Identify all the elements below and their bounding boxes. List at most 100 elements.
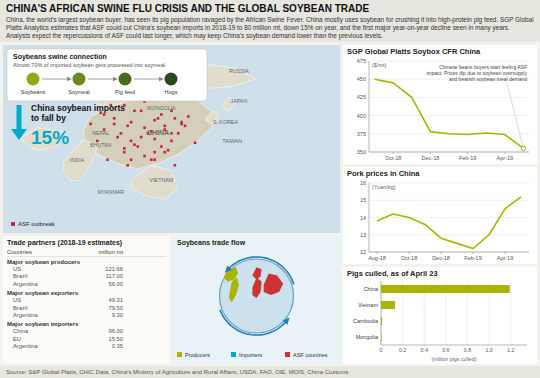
box-title: Soybeans swine connection xyxy=(13,53,107,61)
stage-arrow-head xyxy=(159,77,164,82)
grid-line xyxy=(369,200,529,201)
row-label: Brazil xyxy=(13,305,28,311)
stage-label: Hogs xyxy=(165,89,178,95)
x-tick-label: Dec-18 xyxy=(432,255,450,261)
subtitle: China, the world's largest soybean buyer… xyxy=(6,16,534,39)
box-subtitle: Almost 70% of imported soybean gets proc… xyxy=(13,62,165,68)
stage-arrow-head xyxy=(67,77,72,82)
annotation: Chinese beans buyers start feeling ASFim… xyxy=(426,64,527,82)
asf-outbreak xyxy=(123,151,126,154)
map-label: INDIA xyxy=(70,157,85,163)
map-label: CHINA xyxy=(147,129,169,136)
category-label: China xyxy=(364,286,379,292)
y-axis xyxy=(369,61,370,152)
source: Source: S&P Global Platts, CHIC Data, Ch… xyxy=(0,366,540,378)
text-line: China soybean imports xyxy=(31,103,125,113)
asf-outbreak xyxy=(89,123,92,126)
category-label: Cambodia xyxy=(353,318,379,324)
stage-label: Soymeal xyxy=(68,89,89,95)
annotation-leader xyxy=(507,83,523,148)
row-label: Brazil xyxy=(13,273,28,279)
y-tick-label: 375 xyxy=(357,131,366,137)
row-value: 121.66 xyxy=(105,266,123,272)
table-rule xyxy=(7,256,166,257)
stage-arrow xyxy=(134,79,161,80)
stage-icon xyxy=(73,73,86,86)
x-tick xyxy=(393,152,394,154)
x-tick-label: Apr-19 xyxy=(497,155,514,161)
text-line: to fall by xyxy=(31,113,66,123)
table-title: Trade partners (2018-19 estimates) xyxy=(7,239,122,247)
x-tick xyxy=(473,252,474,254)
y-tick-label: 12 xyxy=(360,249,366,255)
map-label: TAIWAN xyxy=(222,138,242,144)
y-tick-label: 15 xyxy=(360,197,366,203)
asf-outbreak xyxy=(170,132,173,135)
asf-outbreak xyxy=(163,151,166,154)
x-tick-label: Feb-19 xyxy=(464,255,481,261)
bar xyxy=(381,317,382,325)
panel-background xyxy=(173,236,340,364)
x-tick xyxy=(505,252,506,254)
row-value: 96.00 xyxy=(108,328,123,334)
flow-arrow-head xyxy=(283,317,290,324)
section-header: Major soybean exporters xyxy=(7,290,79,296)
asf-outbreak xyxy=(157,117,160,120)
plot-area xyxy=(381,285,510,341)
grid-line xyxy=(510,281,511,345)
map-label: NEPAL xyxy=(92,130,109,136)
y-tick-label: 475 xyxy=(357,58,366,64)
row-value: 15.50 xyxy=(108,336,123,342)
asf-outbreak xyxy=(113,117,116,120)
map-label: BHUTAN xyxy=(90,142,112,148)
panel-background xyxy=(343,267,537,364)
globe xyxy=(220,259,294,333)
x-tick xyxy=(441,252,442,254)
continent xyxy=(252,278,261,299)
y-tick-label: 13 xyxy=(360,232,366,238)
legend-label: Importers xyxy=(239,352,262,358)
panel-background xyxy=(343,167,537,264)
bar xyxy=(381,285,510,293)
y-tick-label: 350 xyxy=(357,149,366,155)
continent xyxy=(264,273,284,295)
section-header: Major soybean producers xyxy=(7,259,81,265)
line xyxy=(375,79,524,148)
asf-outbreak xyxy=(133,143,136,146)
asf-outbreak xyxy=(180,121,183,124)
asf-outbreak xyxy=(106,158,109,161)
x-tick-label: Oct-18 xyxy=(401,255,418,261)
asf-outbreak xyxy=(187,115,190,118)
column-header: Countries xyxy=(7,249,32,255)
asf-outbreak xyxy=(130,158,133,161)
asf-outbreak xyxy=(120,132,123,135)
x-tick-label: 1.2 xyxy=(507,347,514,353)
chart-title: Pigs culled, as of April 23 xyxy=(347,269,438,278)
asf-outbreak xyxy=(143,155,146,158)
infographic: CHINA'S AFRICAN SWINE FLU CRISIS AND THE… xyxy=(0,0,540,378)
asf-outbreak xyxy=(130,140,133,143)
asf-outbreak xyxy=(153,119,156,122)
map-label: VIETNAM xyxy=(150,177,174,183)
x-tick xyxy=(467,152,468,154)
table-panel: Trade partners (2018-19 estimates) Countr… xyxy=(3,236,170,364)
x-tick xyxy=(377,252,378,254)
asf-outbreak xyxy=(130,121,133,124)
stage-arrow xyxy=(88,79,115,80)
legend-swatch xyxy=(285,352,290,357)
asf-outbreak xyxy=(163,125,166,128)
x-tick-label: 1.0 xyxy=(485,347,492,353)
row-value: 56.00 xyxy=(108,281,123,287)
map-label: MONGOLIA xyxy=(147,105,176,111)
y-axis xyxy=(369,183,370,252)
flow-arrow-head xyxy=(225,265,232,272)
asf-outbreak xyxy=(126,164,129,167)
asf-outbreak xyxy=(174,117,177,120)
x-tick xyxy=(430,152,431,154)
grid-line xyxy=(369,61,529,62)
panel-background xyxy=(343,45,537,164)
grid-line xyxy=(369,217,529,218)
asf-outbreak xyxy=(184,125,187,128)
asf-outbreak xyxy=(153,158,156,161)
asf-outbreak xyxy=(123,147,126,150)
